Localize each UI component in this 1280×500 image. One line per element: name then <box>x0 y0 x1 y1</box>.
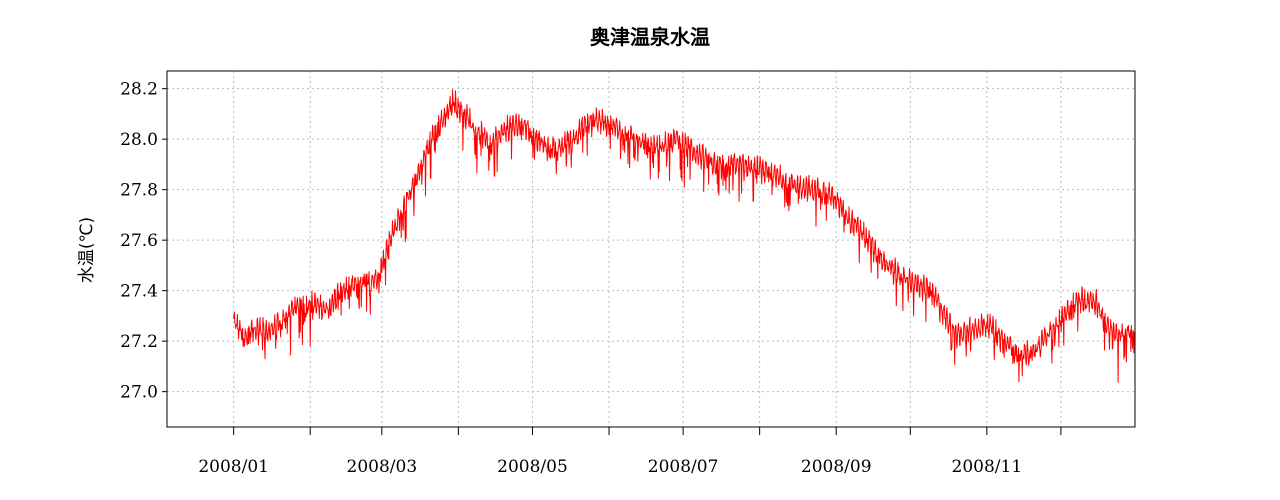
chart-title: 奥津温泉水温 <box>590 25 710 49</box>
x-tick-label: 2008/09 <box>801 457 872 477</box>
y-axis: 27.0 27.2 27.4 27.6 27.8 28.0 28.2 <box>120 80 167 403</box>
y-axis-label: 水温(℃) <box>77 217 97 283</box>
series-line <box>233 89 1136 383</box>
y-tick-label: 28.0 <box>120 130 158 150</box>
x-tick-label: 2008/01 <box>198 457 269 477</box>
y-tick-label: 27.4 <box>120 282 158 302</box>
y-tick-label: 27.8 <box>120 181 158 201</box>
y-tick-label: 27.2 <box>120 332 158 352</box>
x-axis: 2008/01 2008/03 2008/05 2008/07 2008/09 2008/… <box>198 427 1062 477</box>
y-tick-label: 27.6 <box>120 231 158 251</box>
x-tick-label: 2008/03 <box>347 457 418 477</box>
y-tick-label: 28.2 <box>120 80 158 100</box>
grid <box>167 71 1135 427</box>
x-tick-label: 2008/11 <box>952 457 1023 477</box>
plot-frame <box>166 70 1136 428</box>
series-layer <box>233 89 1136 383</box>
y-tick-label: 27.0 <box>120 383 158 403</box>
x-tick-label: 2008/05 <box>497 457 568 477</box>
x-tick-label: 2008/07 <box>648 457 719 477</box>
